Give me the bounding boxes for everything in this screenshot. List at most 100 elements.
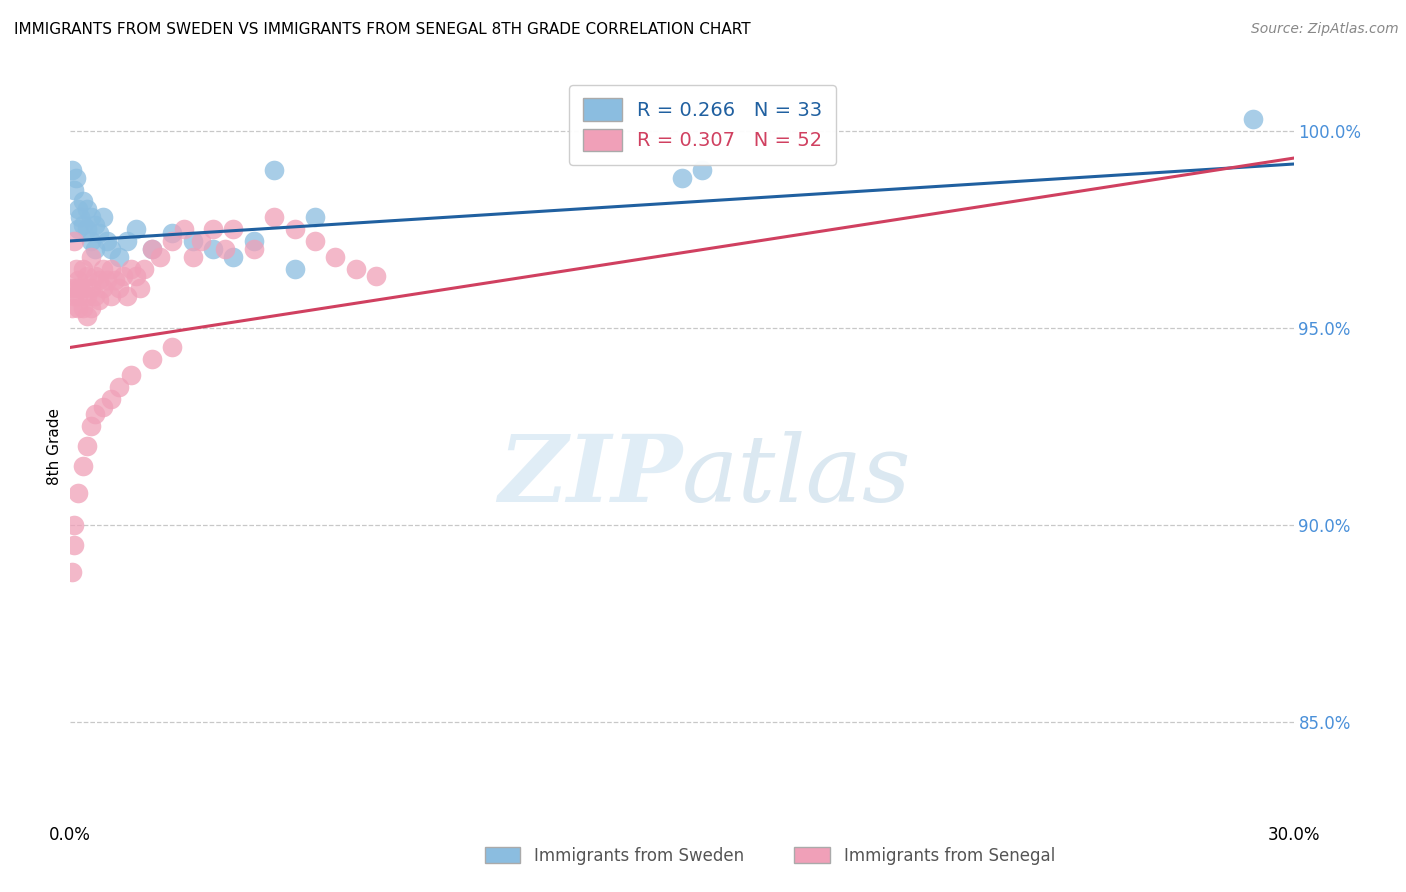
Y-axis label: 8th Grade: 8th Grade [46, 408, 62, 484]
Point [162, 234, 183, 248]
Point [162, 226, 183, 240]
Point [87, 226, 110, 240]
Point [76, 269, 98, 284]
Point [91, 261, 114, 276]
Point [79, 250, 103, 264]
Point [67, 289, 90, 303]
Legend: R = 0.266   N = 33, R = 0.307   N = 52: R = 0.266 N = 33, R = 0.307 N = 52 [569, 85, 837, 165]
Point [323, 250, 347, 264]
Point [141, 352, 163, 367]
FancyBboxPatch shape [485, 847, 520, 863]
Point [132, 261, 155, 276]
Point [100, 289, 122, 303]
Point [76, 202, 98, 217]
Point [91, 400, 114, 414]
Point [63, 234, 86, 248]
Point [141, 242, 163, 256]
Point [60, 281, 83, 295]
Point [67, 222, 90, 236]
Point [104, 273, 127, 287]
Point [263, 163, 285, 178]
Point [67, 202, 90, 217]
Point [162, 340, 183, 354]
Point [91, 211, 114, 225]
Point [124, 222, 146, 236]
Point [671, 170, 693, 185]
Point [100, 261, 122, 276]
Point [83, 242, 105, 256]
Point [222, 222, 245, 236]
Point [243, 234, 266, 248]
Point [263, 211, 285, 225]
Point [202, 222, 225, 236]
Point [1241, 112, 1264, 126]
FancyBboxPatch shape [794, 847, 830, 863]
Point [76, 222, 98, 236]
Point [128, 281, 150, 295]
Point [76, 439, 98, 453]
Point [69, 281, 91, 295]
Point [76, 309, 98, 323]
Point [181, 250, 204, 264]
Point [124, 269, 146, 284]
Point [79, 281, 103, 295]
Point [96, 273, 118, 287]
Point [63, 289, 86, 303]
Point [214, 242, 236, 256]
Point [60, 301, 83, 315]
Point [344, 261, 367, 276]
Text: Immigrants from Sweden: Immigrants from Sweden [534, 847, 744, 865]
Point [121, 261, 143, 276]
Point [63, 517, 86, 532]
Point [63, 538, 86, 552]
Point [83, 289, 105, 303]
Text: IMMIGRANTS FROM SWEDEN VS IMMIGRANTS FROM SENEGAL 8TH GRADE CORRELATION CHART: IMMIGRANTS FROM SWEDEN VS IMMIGRANTS FRO… [14, 22, 751, 37]
Point [117, 289, 139, 303]
Point [284, 222, 307, 236]
Text: Immigrants from Senegal: Immigrants from Senegal [844, 847, 1054, 865]
Point [79, 234, 103, 248]
Point [108, 250, 131, 264]
Point [149, 250, 172, 264]
Point [79, 419, 103, 434]
Point [190, 234, 212, 248]
Point [173, 222, 195, 236]
Point [304, 234, 326, 248]
Point [69, 211, 91, 225]
Point [202, 242, 225, 256]
Point [181, 234, 204, 248]
Point [72, 194, 94, 209]
Point [67, 486, 90, 500]
Point [108, 281, 131, 295]
Point [117, 234, 139, 248]
Point [72, 281, 94, 295]
Point [243, 242, 266, 256]
Point [304, 211, 326, 225]
Point [83, 269, 105, 284]
Point [60, 163, 83, 178]
Point [284, 261, 307, 276]
Point [96, 234, 118, 248]
Point [100, 392, 122, 406]
Point [87, 273, 110, 287]
Point [72, 261, 94, 276]
Point [79, 301, 103, 315]
Text: ZIP: ZIP [498, 431, 682, 521]
Point [65, 170, 87, 185]
Point [83, 218, 105, 232]
Point [72, 458, 94, 473]
Point [67, 273, 90, 287]
Point [222, 250, 245, 264]
Point [121, 368, 143, 382]
Point [76, 289, 98, 303]
Point [87, 293, 110, 307]
Point [100, 242, 122, 256]
Point [65, 261, 87, 276]
Point [63, 183, 86, 197]
Point [65, 281, 87, 295]
Point [83, 408, 105, 422]
Text: atlas: atlas [682, 431, 911, 521]
Point [67, 301, 90, 315]
Point [108, 380, 131, 394]
Point [72, 218, 94, 232]
